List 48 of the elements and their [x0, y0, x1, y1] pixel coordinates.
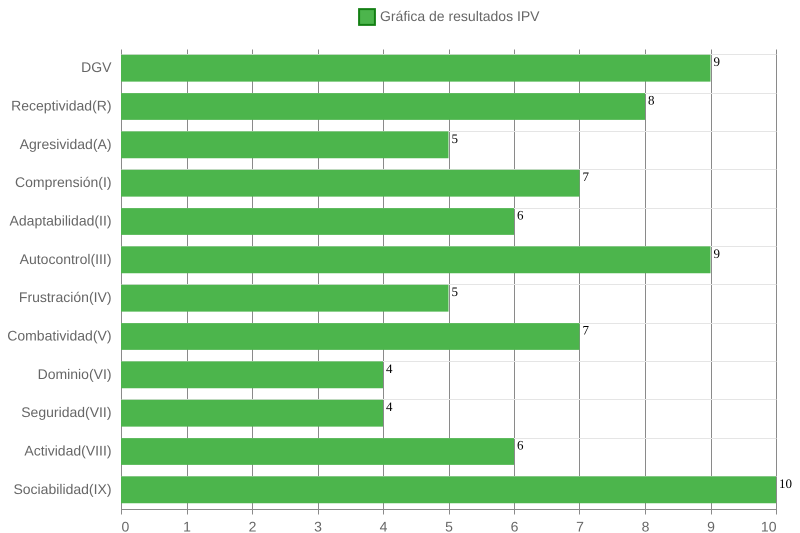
x-tick-label: 1	[183, 518, 192, 533]
y-tick-label: DGV	[81, 59, 112, 76]
data-label: 4	[386, 360, 393, 376]
x-tick-label: 4	[380, 518, 388, 533]
bar	[121, 284, 448, 312]
y-tick-label: Autocontrol(III)	[20, 250, 112, 267]
y-tick-label: Dominio(VI)	[38, 366, 112, 382]
bar	[121, 438, 514, 465]
data-label: 7	[582, 169, 590, 184]
y-tick-label: Combatividad(V)	[7, 328, 112, 344]
x-tick-label: 3	[314, 518, 322, 533]
legend-label: Gráfica de resultados IPV	[380, 8, 540, 24]
y-tick-label: Actividad(VIII)	[24, 442, 112, 458]
bar	[121, 54, 710, 82]
x-tick-label: 10	[760, 518, 777, 533]
data-label: 5	[452, 130, 458, 146]
data-label: 7	[582, 322, 590, 338]
data-label: 6	[517, 208, 524, 222]
bar	[121, 476, 776, 504]
data-label: 6	[517, 438, 524, 452]
bar	[121, 361, 383, 388]
bar	[121, 246, 710, 274]
bar	[121, 131, 448, 158]
x-tick-label: 9	[707, 518, 716, 533]
data-label: 9	[714, 246, 720, 261]
bar	[121, 93, 645, 120]
bar	[121, 400, 383, 427]
bar	[121, 170, 580, 197]
data-label: 10	[779, 476, 792, 491]
x-tick-label: 7	[576, 518, 584, 533]
y-tick-label: Agresividad(A)	[20, 136, 112, 152]
x-tick-label: 6	[510, 518, 519, 533]
x-tick-label: 0	[122, 518, 130, 533]
data-label: 9	[714, 54, 720, 70]
x-tick-label: 5	[445, 518, 454, 533]
y-tick-label: Seguridad(VII)	[21, 404, 112, 420]
y-tick-label: Comprensión(I)	[15, 174, 112, 190]
data-label: 5	[452, 284, 458, 300]
bar	[121, 208, 514, 235]
y-tick-label: Sociabilidad(IX)	[13, 480, 112, 497]
bar	[121, 323, 580, 350]
y-tick-label: Adaptabilidad(II)	[10, 212, 112, 228]
data-label: 4	[386, 399, 393, 414]
x-tick-label: 8	[642, 518, 650, 533]
y-tick-label: Receptividad(R)	[11, 98, 112, 114]
data-label: 8	[648, 92, 654, 108]
x-tick-label: 2	[248, 518, 257, 533]
y-tick-label: Frustración(IV)	[18, 289, 112, 306]
